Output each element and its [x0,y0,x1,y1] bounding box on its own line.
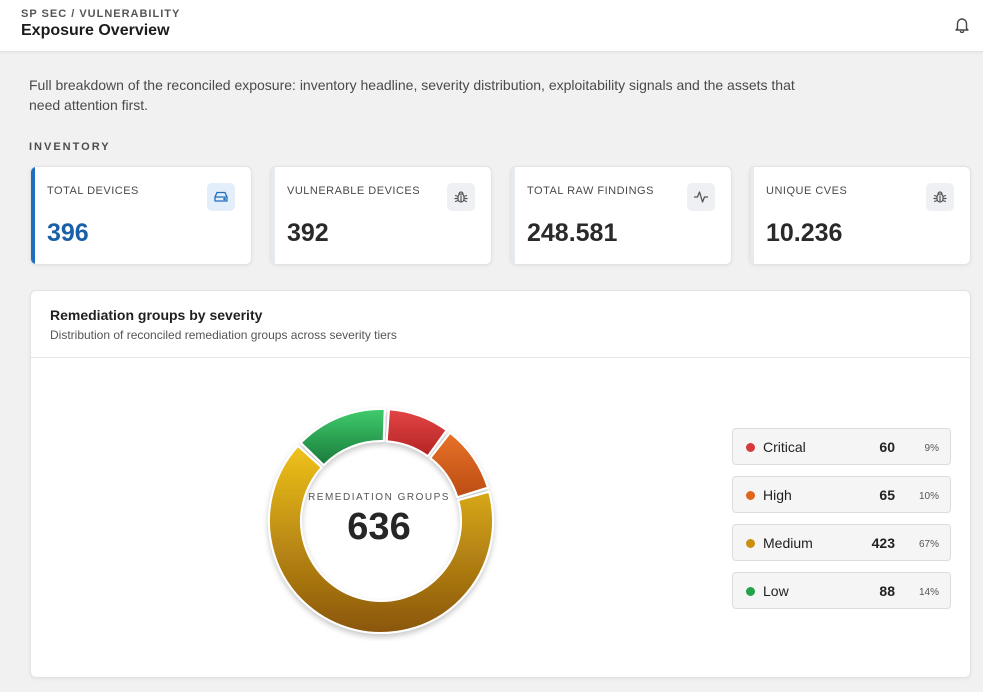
legend-count: 423 [871,535,895,551]
stat-label: UNIQUE CVES [766,185,848,197]
panel-subtitle: Distribution of reconciled remediation g… [50,328,397,342]
severity-donut-chart [268,408,494,634]
donut-segment-critical[interactable] [385,408,448,458]
legend-count: 88 [879,583,895,599]
stat-label: TOTAL DEVICES [47,185,139,197]
stat-card-total-raw-findings[interactable]: TOTAL RAW FINDINGS 248.581 [510,166,732,265]
legend-dot [746,443,755,452]
legend-count: 60 [879,439,895,455]
legend-item-high[interactable]: High 65 10% [732,476,951,513]
legend-label: Critical [763,439,806,455]
stat-value: 10.236 [766,219,843,247]
bug-icon [926,183,954,211]
stat-value: 396 [47,219,89,247]
donut-center-label: REMEDIATION GROUPS [308,492,450,503]
stat-value: 392 [287,219,329,247]
legend-item-low[interactable]: Low 88 14% [732,572,951,609]
legend-percent: 67% [918,539,939,550]
breadcrumb: SP SEC / VULNERABILITY [21,8,181,20]
legend-label: High [763,487,792,503]
legend-dot [746,539,755,548]
legend-item-critical[interactable]: Critical 60 9% [732,428,951,465]
activity-icon [687,183,715,211]
legend-percent: 14% [918,587,939,598]
donut-center-value: 636 [347,506,411,548]
top-bar: SP SEC / VULNERABILITY Exposure Overview [0,0,983,52]
legend-count: 65 [879,487,895,503]
stat-value: 248.581 [527,219,618,247]
legend-label: Low [763,583,789,599]
stat-card-vulnerable-devices[interactable]: VULNERABLE DEVICES 392 [270,166,492,265]
donut-segment-medium[interactable] [268,444,494,634]
stat-card-total-devices[interactable]: TOTAL DEVICES 396 [30,166,252,265]
stat-card-unique-cves[interactable]: UNIQUE CVES 10.236 [749,166,971,265]
page-title: Exposure Overview [21,22,170,39]
severity-panel: Remediation groups by severity Distribut… [30,290,971,678]
legend-item-medium[interactable]: Medium 423 67% [732,524,951,561]
inventory-section-label: INVENTORY [29,141,111,153]
bell-icon[interactable] [951,13,973,35]
panel-title: Remediation groups by severity [50,307,263,323]
stat-label: TOTAL RAW FINDINGS [527,185,654,197]
stat-label: VULNERABLE DEVICES [287,185,421,197]
hard-drive-icon [207,183,235,211]
legend-label: Medium [763,535,813,551]
donut-segment-low[interactable] [299,408,386,467]
bug-icon [447,183,475,211]
legend-dot [746,491,755,500]
panel-header: Remediation groups by severity Distribut… [31,291,970,358]
legend-percent: 10% [918,491,939,502]
legend-percent: 9% [924,443,939,454]
donut-segment-high[interactable] [429,431,489,499]
legend-dot [746,587,755,596]
intro-text: Full breakdown of the reconciled exposur… [29,77,795,113]
